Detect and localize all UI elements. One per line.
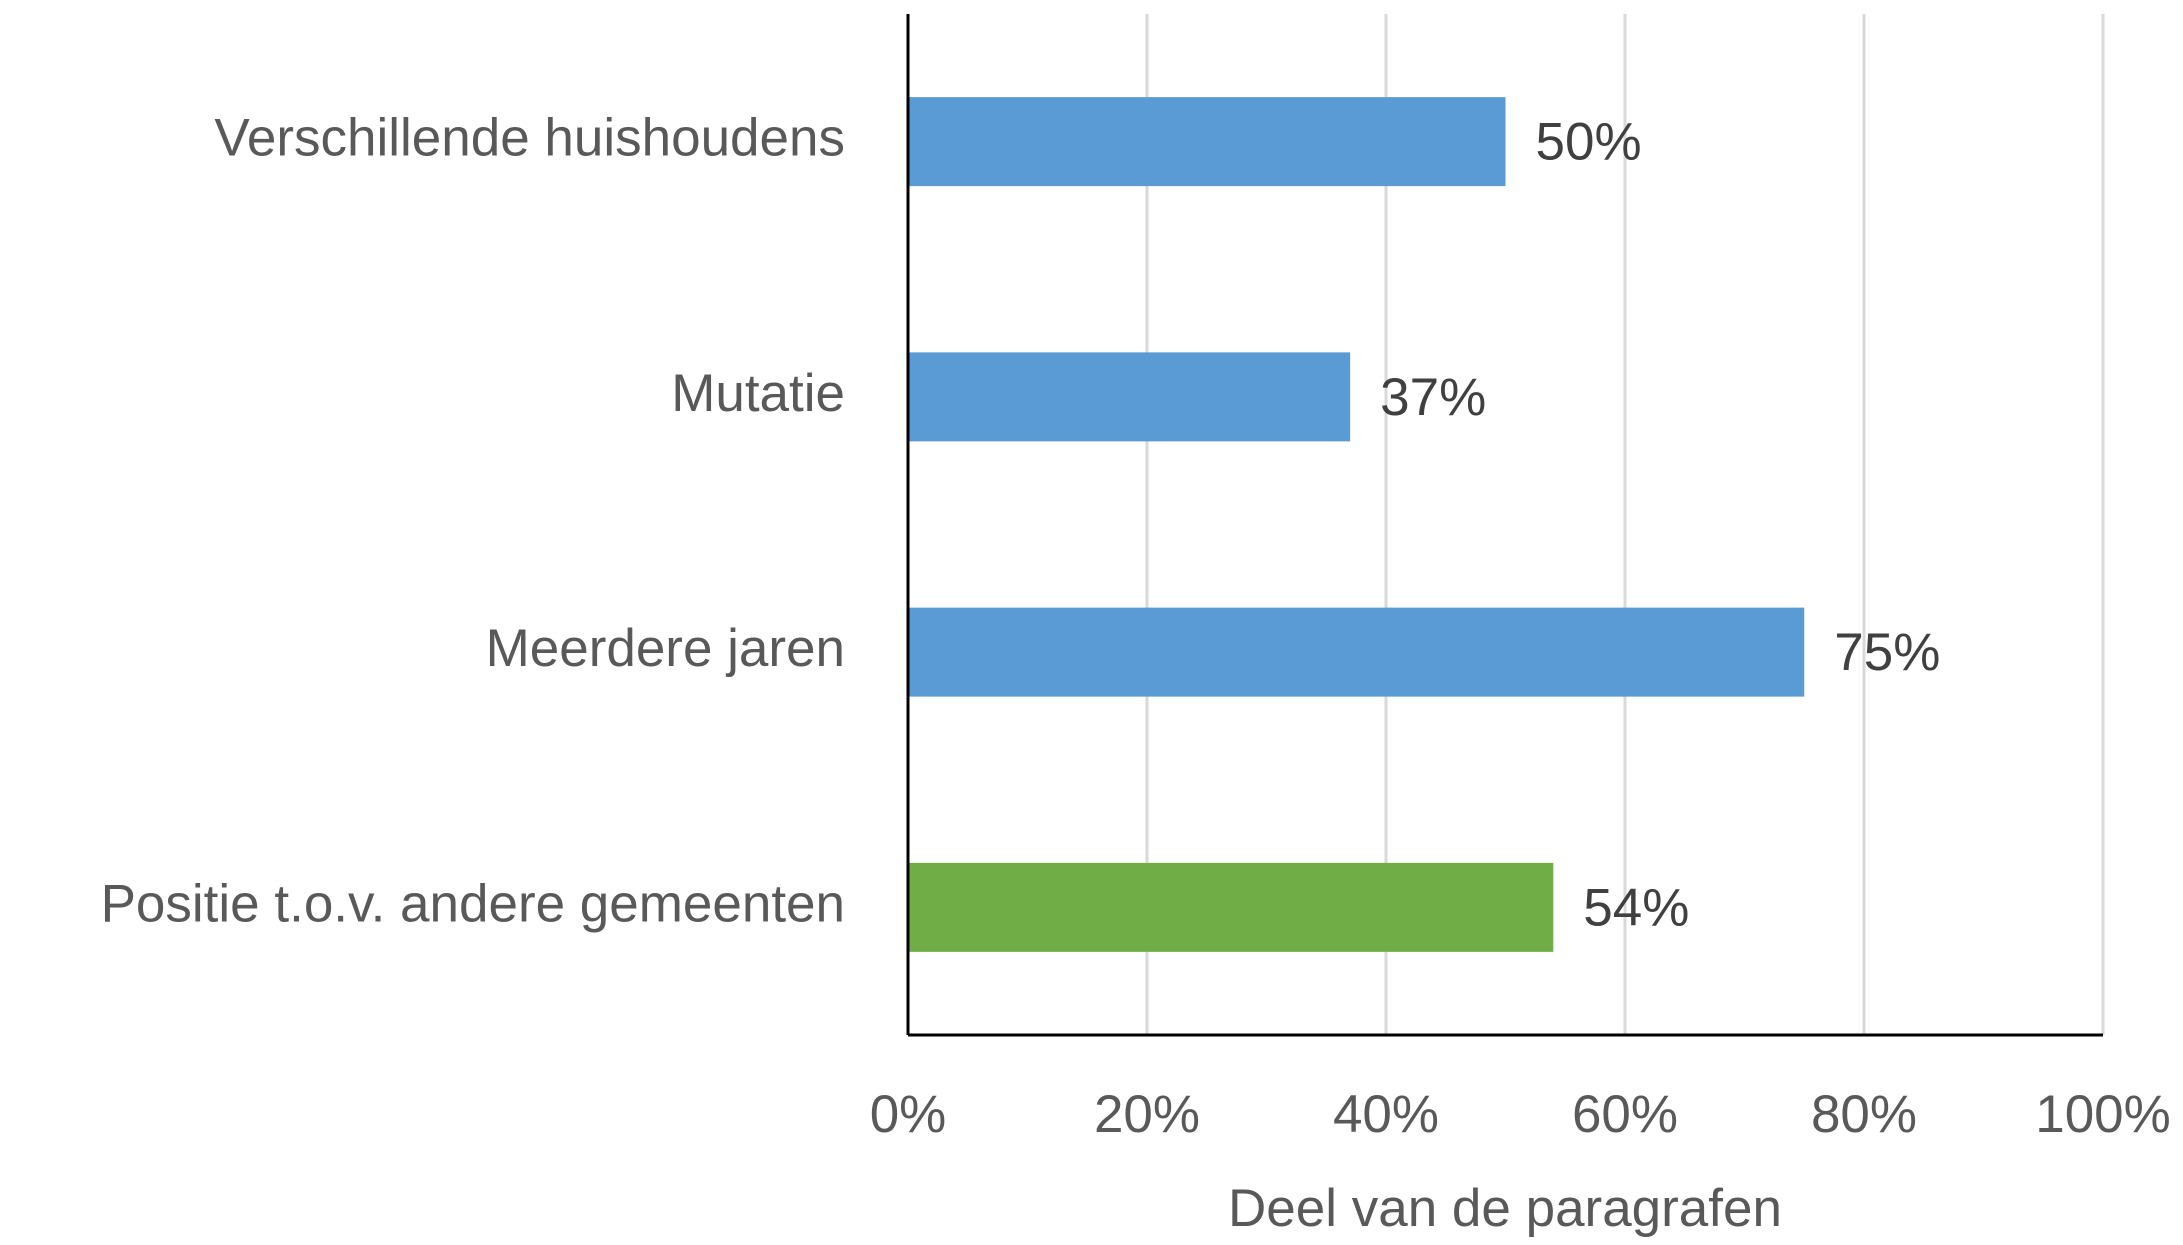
x-tick-label: 100% [2035,1085,2171,1144]
x-tick-label: 60% [1572,1085,1678,1144]
bar [908,862,1554,952]
y-tick-label: Mutatie [671,364,845,423]
bar [908,352,1351,442]
x-tick-label: 80% [1811,1085,1917,1144]
value-label: 54% [1583,878,1689,937]
x-tick-label: 40% [1333,1085,1439,1144]
bar [908,607,1805,697]
value-label: 50% [1536,113,1642,172]
x-tick-label: 0% [870,1085,947,1144]
x-tick-label: 20% [1094,1085,1200,1144]
y-tick-label: Positie t.o.v. andere gemeenten [101,874,845,933]
value-label: 37% [1380,368,1486,427]
bar [908,97,1506,187]
y-tick-label: Meerdere jaren [486,619,845,678]
value-label: 75% [1834,623,1940,682]
x-axis-title: Deel van de paragrafen [1228,1179,1782,1238]
y-tick-label: Verschillende huishoudens [214,109,845,168]
